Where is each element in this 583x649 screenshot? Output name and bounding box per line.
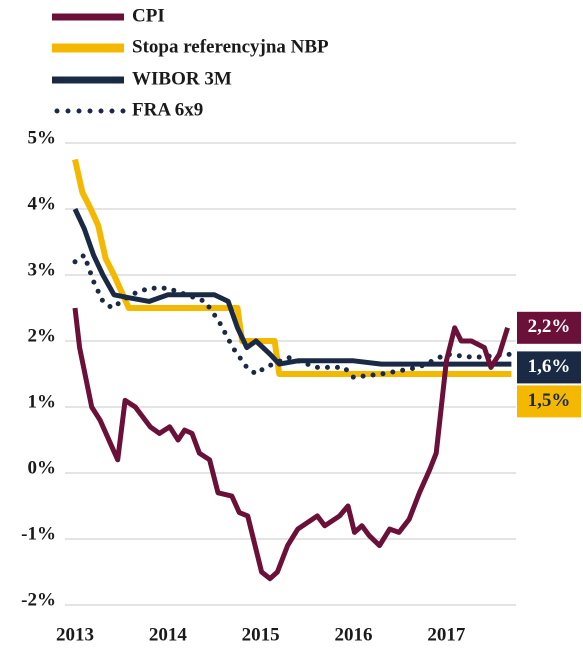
legend-label: FRA 6x9 <box>132 99 203 120</box>
y-tick-label: -2% <box>21 589 56 610</box>
end-label-box <box>517 351 581 384</box>
legend-label: Stopa referencyjna NBP <box>132 36 329 57</box>
end-label-box <box>517 311 581 344</box>
x-tick-label: 2015 <box>242 624 280 645</box>
series-line <box>72 207 512 367</box>
y-tick-label: 4% <box>28 193 57 214</box>
series-line <box>72 252 514 380</box>
y-tick-label: 2% <box>28 325 57 346</box>
end-label: 1,5% <box>528 390 571 411</box>
y-tick-label: 0% <box>28 457 57 478</box>
x-tick-label: 2016 <box>335 624 373 645</box>
legend-label: CPI <box>132 5 165 26</box>
end-label-box <box>517 385 581 418</box>
x-tick-label: 2014 <box>149 624 188 645</box>
series-line <box>72 307 510 582</box>
series-line <box>72 158 512 377</box>
y-tick-label: 3% <box>28 259 57 280</box>
y-tick-label: -1% <box>21 523 56 544</box>
y-tick-label: 5% <box>28 127 57 148</box>
legend-label: WIBOR 3M <box>132 68 232 89</box>
y-tick-label: 1% <box>28 391 57 412</box>
end-label: 2,2% <box>528 316 571 337</box>
end-label: 1,6% <box>528 356 571 377</box>
x-tick-label: 2013 <box>56 624 94 645</box>
x-tick-label: 2017 <box>427 624 466 645</box>
